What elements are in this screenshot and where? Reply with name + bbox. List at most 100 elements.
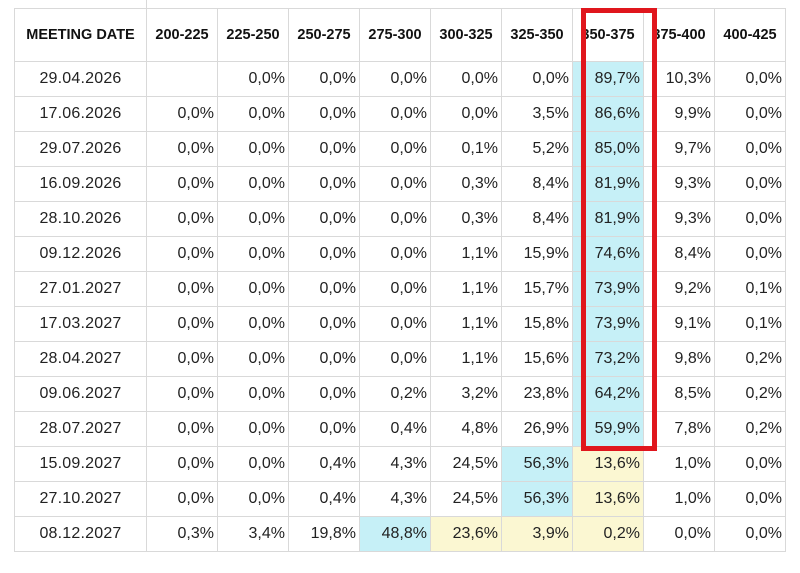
probability-cell: 0,0% [146, 481, 218, 517]
probability-cell: 8,5% [643, 376, 715, 412]
probability-cell: 0,0% [146, 201, 218, 237]
probability-cell: 4,3% [359, 446, 431, 482]
probability-cell: 0,0% [288, 201, 360, 237]
probability-cell: 89,7% [572, 61, 644, 97]
probability-cell: 0,0% [501, 61, 573, 97]
column-header-350-375: 350-375 [572, 8, 644, 62]
probability-cell: 0,0% [288, 166, 360, 202]
probability-cell: 0,4% [288, 446, 360, 482]
probability-cell: 13,6% [572, 446, 644, 482]
probability-cell: 0,0% [714, 61, 786, 97]
probability-cell: 0,3% [146, 516, 218, 552]
probability-cell: 73,9% [572, 271, 644, 307]
probability-cell: 8,4% [501, 201, 573, 237]
probability-cell: 0,0% [714, 516, 786, 552]
probability-cell: 0,2% [359, 376, 431, 412]
probability-cell: 0,0% [359, 131, 431, 167]
probability-cell: 0,0% [288, 236, 360, 272]
probability-cell: 0,0% [217, 201, 289, 237]
probability-cell: 9,8% [643, 341, 715, 377]
probability-cell: 0,0% [217, 341, 289, 377]
probability-cell: 0,0% [288, 271, 360, 307]
probability-cell: 0,1% [714, 271, 786, 307]
probability-cell: 74,6% [572, 236, 644, 272]
probability-cell: 0,0% [146, 271, 218, 307]
probability-cell: 0,0% [714, 481, 786, 517]
probability-cell: 64,2% [572, 376, 644, 412]
probability-cell: 24,5% [430, 481, 502, 517]
probability-cell: 0,0% [359, 236, 431, 272]
probability-cell: 0,0% [288, 306, 360, 342]
probability-cell: 0,0% [714, 166, 786, 202]
probability-cell: 0,0% [714, 96, 786, 132]
probability-cell: 0,4% [288, 481, 360, 517]
meeting-date-cell: 27.10.2027 [14, 481, 147, 517]
meeting-date-cell: 09.06.2027 [14, 376, 147, 412]
probability-cell: 0,0% [359, 341, 431, 377]
table-row: 17.06.2026 0,0% 0,0% 0,0% 0,0% 0,0% 3,5% 86,6% 9… [14, 96, 786, 132]
probability-cell: 81,9% [572, 201, 644, 237]
probability-cell: 0,0% [146, 236, 218, 272]
probability-cell: 9,9% [643, 96, 715, 132]
probability-cell: 1,0% [643, 481, 715, 517]
probability-cell: 7,8% [643, 411, 715, 447]
probability-cell: 15,7% [501, 271, 573, 307]
table-row: 28.04.2027 0,0% 0,0% 0,0% 0,0% 1,1% 15,6% 73,2%… [14, 341, 786, 377]
probability-cell: 0,2% [714, 341, 786, 377]
table-row: 27.01.2027 0,0% 0,0% 0,0% 0,0% 1,1% 15,7% 73,9%… [14, 271, 786, 307]
probability-cell [146, 61, 218, 97]
table-body: 29.04.2026 0,0% 0,0% 0,0% 0,0% 0,0% 89,7% 10,3%… [14, 61, 786, 552]
meeting-date-cell: 28.07.2027 [14, 411, 147, 447]
probability-cell: 15,9% [501, 236, 573, 272]
probability-cell: 8,4% [501, 166, 573, 202]
probability-cell: 0,0% [714, 236, 786, 272]
probability-cell: 0,0% [217, 306, 289, 342]
probability-cell: 0,1% [430, 131, 502, 167]
table-row: 09.06.2027 0,0% 0,0% 0,0% 0,2% 3,2% 23,8% 64,2%… [14, 376, 786, 412]
probability-cell: 86,6% [572, 96, 644, 132]
probability-cell: 1,1% [430, 271, 502, 307]
probability-cell: 0,0% [146, 446, 218, 482]
table-top-strip-divider [146, 0, 147, 8]
probability-cell: 3,9% [501, 516, 573, 552]
probability-cell: 0,0% [359, 201, 431, 237]
probability-cell: 3,2% [430, 376, 502, 412]
probability-cell: 0,0% [288, 96, 360, 132]
probability-cell: 0,0% [288, 341, 360, 377]
probability-cell: 0,0% [359, 306, 431, 342]
probability-cell: 5,2% [501, 131, 573, 167]
probability-cell: 1,1% [430, 341, 502, 377]
probability-cell: 24,5% [430, 446, 502, 482]
probability-cell: 0,0% [146, 411, 218, 447]
meeting-date-cell: 29.07.2026 [14, 131, 147, 167]
probability-cell: 0,0% [217, 96, 289, 132]
probability-table-container: MEETING DATE 200-225 225-250 250-275 275-300… [14, 0, 786, 560]
table-row: 08.12.2027 0,3% 3,4% 19,8% 48,8% 23,6% 3,9% 0,2… [14, 516, 786, 552]
probability-cell: 8,4% [643, 236, 715, 272]
table-row: 09.12.2026 0,0% 0,0% 0,0% 0,0% 1,1% 15,9% 74,6%… [14, 236, 786, 272]
probability-cell: 0,0% [217, 131, 289, 167]
table-row: 16.09.2026 0,0% 0,0% 0,0% 0,0% 0,3% 8,4% 81,9% 9… [14, 166, 786, 202]
table-row: 17.03.2027 0,0% 0,0% 0,0% 0,0% 1,1% 15,8% 73,9%… [14, 306, 786, 342]
probability-cell: 0,1% [714, 306, 786, 342]
probability-cell: 0,0% [359, 271, 431, 307]
probability-cell: 73,9% [572, 306, 644, 342]
column-header-250-275: 250-275 [288, 8, 360, 62]
probability-cell: 0,2% [572, 516, 644, 552]
meeting-date-cell: 09.12.2026 [14, 236, 147, 272]
probability-cell: 56,3% [501, 446, 573, 482]
rate-probability-table: MEETING DATE 200-225 225-250 250-275 275-300… [14, 8, 786, 552]
probability-cell: 23,6% [430, 516, 502, 552]
probability-cell: 0,0% [146, 96, 218, 132]
probability-cell: 9,3% [643, 166, 715, 202]
table-row: 28.07.2027 0,0% 0,0% 0,0% 0,4% 4,8% 26,9% 59,9%… [14, 411, 786, 447]
probability-cell: 1,1% [430, 306, 502, 342]
probability-cell: 0,0% [217, 166, 289, 202]
meeting-date-cell: 15.09.2027 [14, 446, 147, 482]
probability-cell: 9,1% [643, 306, 715, 342]
probability-cell: 0,3% [430, 201, 502, 237]
probability-cell: 0,0% [217, 411, 289, 447]
table-row: 29.07.2026 0,0% 0,0% 0,0% 0,0% 0,1% 5,2% 85,0% 9… [14, 131, 786, 167]
probability-cell: 59,9% [572, 411, 644, 447]
column-header-375-400: 375-400 [643, 8, 715, 62]
